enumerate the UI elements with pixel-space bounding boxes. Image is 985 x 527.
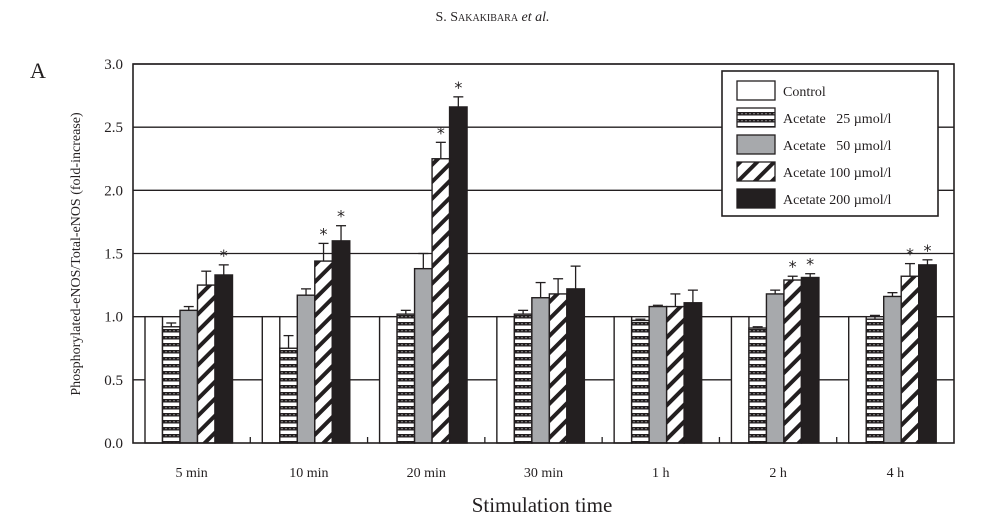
bar-4-1 (331, 240, 351, 444)
bar-0-2 (378, 315, 398, 444)
author-initial: S. (435, 10, 447, 25)
x-tick-label: 4 h (887, 466, 905, 481)
bar-2-5 (765, 293, 785, 444)
significance-marker: * (437, 123, 445, 142)
bar-2-4 (648, 305, 668, 444)
bar-3-6 (900, 275, 920, 444)
bar-3-4 (665, 305, 685, 444)
bar-3-5 (783, 279, 803, 444)
x-tick-label: 20 min (407, 466, 446, 481)
legend-label-1: Acetate 25 µmol/l (783, 112, 891, 127)
bar-2-1 (296, 294, 316, 444)
x-tick-label: 1 h (652, 466, 670, 481)
legend-swatch-0 (736, 80, 776, 101)
bar-4-3 (566, 288, 586, 444)
bar-2-3 (531, 297, 551, 444)
et-al: et al. (521, 10, 550, 25)
significance-marker: * (454, 78, 462, 97)
bar-3-0 (196, 284, 216, 444)
legend-label-3: Acetate 100 µmol/l (783, 166, 891, 181)
y-tick-label: 0.0 (104, 436, 123, 452)
y-tick-label: 1.5 (104, 247, 123, 263)
bar-1-3 (513, 313, 533, 444)
bar-0-6 (848, 315, 867, 444)
significance-marker: * (923, 241, 931, 260)
significance-marker: * (806, 255, 814, 274)
x-tick-label: 5 min (176, 466, 208, 481)
y-tick-label: 0.5 (104, 373, 123, 389)
author-surname: Sakakibara (450, 10, 519, 25)
y-axis-title: Phosphorylated-eNOS/Total-eNOS (fold-inc… (69, 112, 84, 396)
significance-marker: * (789, 257, 797, 276)
bar-3-3 (548, 293, 568, 444)
bar-4-6 (918, 264, 937, 444)
y-tick-label: 3.0 (104, 57, 123, 73)
bar-4-2 (448, 106, 468, 444)
bar-2-6 (883, 295, 902, 444)
bar-0-4 (613, 315, 633, 444)
significance-marker: * (320, 224, 328, 243)
bar-3-1 (314, 260, 333, 444)
bar-1-4 (630, 319, 650, 444)
running-header: S. Sakakibara et al. (0, 10, 985, 26)
panel-label: A (30, 58, 46, 83)
x-tick-label: 2 h (769, 466, 787, 481)
legend-swatch-1 (736, 107, 776, 128)
bar-0-0 (144, 315, 164, 444)
x-tick-label: 30 min (524, 466, 563, 481)
y-tick-label: 2.5 (104, 120, 123, 136)
x-tick-label: 10 min (289, 466, 328, 481)
x-axis-title: Stimulation time (472, 493, 613, 517)
bar-0-5 (730, 315, 750, 444)
y-tick-label: 1.0 (104, 310, 123, 326)
bar-1-6 (865, 318, 885, 444)
plot-frame (132, 63, 955, 444)
bar-1-2 (396, 313, 416, 444)
significance-marker: * (220, 246, 228, 265)
bar-4-4 (683, 302, 703, 444)
significance-marker: * (906, 245, 914, 264)
legend-swatch-4 (736, 188, 776, 209)
legend-label-0: Control (783, 85, 826, 100)
bar-1-1 (279, 347, 298, 444)
bar-1-5 (748, 327, 768, 444)
legend-swatch-2 (736, 134, 776, 155)
bar-2-0 (179, 309, 199, 444)
y-tick-label: 2.0 (104, 183, 123, 199)
legend-label-2: Acetate 50 µmol/l (783, 139, 891, 154)
bar-2-2 (413, 267, 433, 444)
bar-3-2 (431, 158, 451, 444)
legend-swatch-3 (736, 161, 776, 182)
significance-marker: * (337, 207, 345, 226)
bar-0-1 (261, 315, 281, 444)
bar-1-0 (161, 326, 181, 444)
bar-4-5 (800, 276, 820, 444)
legend-label-4: Acetate 200 µmol/l (783, 193, 891, 208)
bar-4-0 (214, 274, 234, 444)
bar-0-3 (496, 315, 516, 444)
